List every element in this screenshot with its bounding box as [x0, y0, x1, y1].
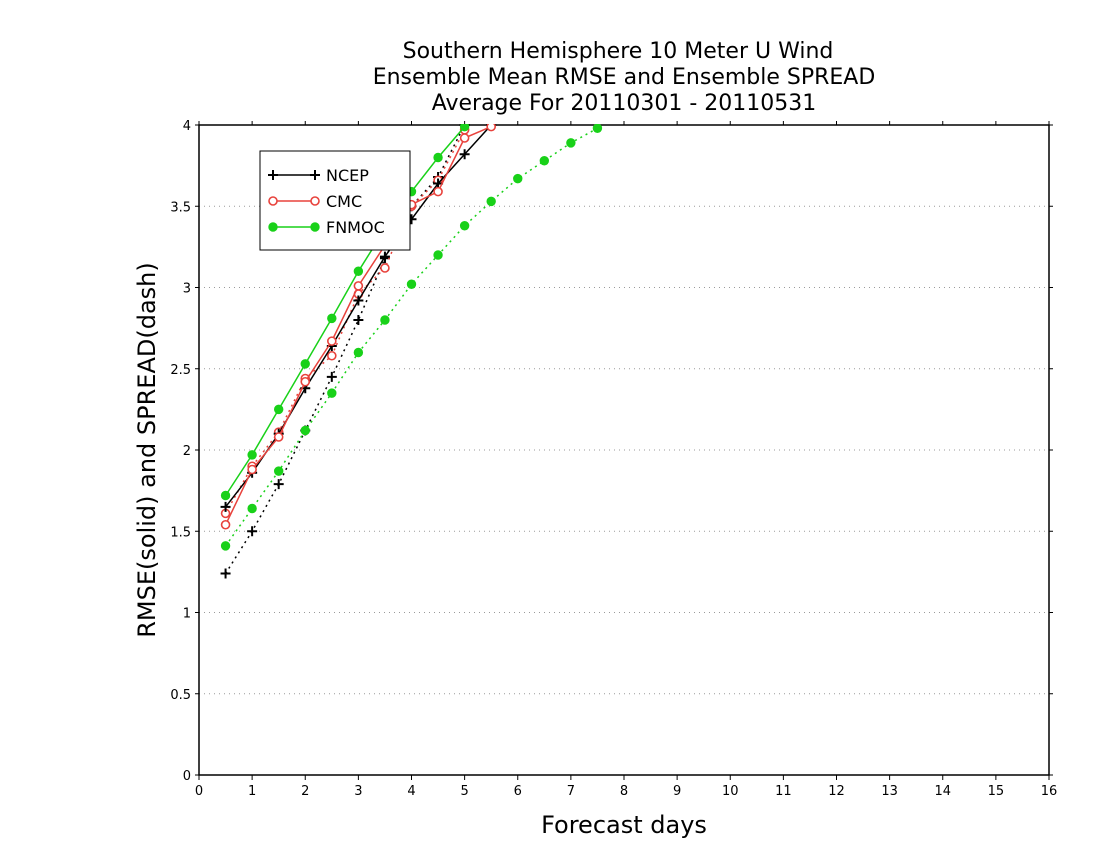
legend: NCEP CMC FNMOC — [259, 150, 411, 251]
data-point-cmc-rmse-0 — [220, 519, 231, 530]
y-tick-label-1: 0.5 — [170, 688, 191, 703]
legend-marker-right-cmc — [310, 196, 320, 206]
legend-label-fnmoc: FNMOC — [326, 218, 385, 237]
data-point-fnmoc-spread-8 — [433, 250, 443, 260]
x-tick-label-9: 9 — [673, 784, 681, 799]
data-point-cmc-spread-6 — [380, 263, 390, 273]
data-point-ncep-spread-5 — [353, 315, 364, 325]
series-layer — [220, 124, 603, 579]
series-line-fnmoc-spread — [224, 127, 598, 547]
y-tick-label-3: 1.5 — [170, 525, 191, 540]
x-tick-label-10: 10 — [722, 784, 739, 799]
data-point-fnmoc-spread-4 — [327, 388, 337, 398]
y-tick-label-0: 0 — [183, 769, 191, 784]
chart-title-line-2: Ensemble Mean RMSE and Ensemble SPREAD — [373, 65, 876, 90]
chart-title-line-1: Southern Hemisphere 10 Meter U Wind — [403, 39, 834, 64]
data-point-cmc-rmse-4 — [327, 336, 337, 346]
legend-marker-left-fnmoc — [268, 222, 278, 232]
x-tick-label-2: 2 — [301, 784, 309, 799]
x-tick-label-4: 4 — [407, 784, 415, 799]
y-tick-label-2: 1 — [183, 607, 191, 622]
tick-labels: 00.511.522.533.540 1 2 3 4 5 6 7 8 9 10 11 12 13 14 15 1… — [170, 119, 1057, 799]
data-point-fnmoc-spread-5 — [353, 347, 364, 358]
data-point-fnmoc-spread-12 — [539, 156, 550, 166]
data-point-cmc-rmse-8 — [433, 186, 443, 197]
data-point-fnmoc-spread-11 — [513, 173, 523, 184]
y-tick-label-6: 3 — [183, 282, 191, 297]
series-cmc-rmse — [220, 124, 496, 530]
legend-entry-cmc: CMC — [268, 192, 362, 211]
legend-label-cmc: CMC — [326, 192, 362, 211]
x-tick-label-5: 5 — [460, 784, 468, 799]
x-tick-label-12: 12 — [828, 784, 845, 799]
data-point-fnmoc-spread-9 — [459, 221, 470, 231]
data-point-ncep-spread-1 — [247, 526, 258, 537]
x-tick-label-7: 7 — [567, 784, 575, 799]
legend-entry-ncep: NCEP — [268, 166, 369, 185]
data-point-cmc-rmse-1 — [247, 464, 257, 475]
y-tick-label-4: 2 — [183, 444, 191, 459]
data-point-fnmoc-rmse-4 — [327, 313, 337, 324]
legend-marker-right-ncep — [310, 170, 320, 180]
data-point-ncep-rmse-0 — [220, 501, 231, 512]
data-point-cmc-spread-4 — [327, 350, 337, 361]
data-point-ncep-rmse-6 — [379, 251, 390, 262]
data-point-fnmoc-spread-3 — [300, 425, 310, 436]
axes — [195, 121, 1053, 780]
data-point-fnmoc-rmse-5 — [353, 266, 364, 276]
x-tick-label-16: 16 — [1041, 784, 1058, 799]
data-point-ncep-spread-0 — [220, 568, 231, 579]
legend-marker-left-cmc — [268, 196, 278, 206]
data-point-ncep-spread-2 — [273, 479, 284, 490]
x-tick-label-3: 3 — [354, 784, 362, 799]
data-point-ncep-spread-4 — [326, 371, 337, 382]
y-tick-label-7: 3.5 — [170, 200, 191, 215]
x-tick-label-1: 1 — [248, 784, 256, 799]
x-tick-label-13: 13 — [881, 784, 898, 799]
x-tick-label-0: 0 — [195, 784, 203, 799]
series-fnmoc-spread — [220, 124, 603, 551]
chart-title-line-3: Average For 20110301 - 20110531 — [432, 91, 817, 116]
data-point-fnmoc-spread-7 — [406, 279, 417, 289]
data-point-cmc-rmse-10 — [486, 124, 496, 132]
legend-marker-left-ncep — [268, 170, 278, 180]
data-point-cmc-rmse-3 — [300, 376, 311, 387]
data-point-fnmoc-spread-0 — [220, 541, 231, 551]
series-line-fnmoc-rmse — [224, 126, 466, 496]
data-point-fnmoc-spread-1 — [247, 503, 257, 514]
data-point-fnmoc-spread-13 — [566, 138, 576, 148]
x-tick-label-6: 6 — [514, 784, 522, 799]
x-tick-label-11: 11 — [775, 784, 792, 799]
data-point-fnmoc-rmse-2 — [273, 404, 284, 415]
legend-entry-fnmoc: FNMOC — [268, 218, 385, 237]
y-tick-label-8: 4 — [183, 119, 191, 134]
data-point-ncep-rmse-9 — [459, 149, 470, 160]
data-point-cmc-rmse-2 — [273, 432, 284, 442]
chart-title: Southern Hemisphere 10 Meter U Wind Ense… — [373, 39, 876, 116]
legend-label-ncep: NCEP — [326, 166, 369, 185]
grid-lines — [199, 205, 1049, 695]
data-point-cmc-rmse-9 — [459, 133, 470, 143]
x-axis-label: Forecast days — [541, 811, 707, 839]
data-point-fnmoc-rmse-1 — [247, 450, 257, 460]
data-point-cmc-rmse-5 — [353, 281, 364, 291]
data-point-fnmoc-rmse-0 — [220, 490, 231, 501]
series-fnmoc-rmse — [220, 124, 470, 501]
data-point-fnmoc-spread-10 — [486, 196, 496, 207]
data-point-fnmoc-rmse-8 — [433, 152, 443, 163]
data-point-fnmoc-spread-2 — [273, 466, 284, 476]
data-point-fnmoc-rmse-3 — [300, 359, 310, 369]
x-tick-label-14: 14 — [934, 784, 951, 799]
x-tick-label-8: 8 — [620, 784, 628, 799]
x-tick-label-15: 15 — [988, 784, 1005, 799]
y-axis-label: RMSE(solid) and SPREAD(dash) — [133, 262, 161, 638]
data-point-fnmoc-rmse-9 — [459, 124, 470, 132]
legend-marker-right-fnmoc — [310, 222, 320, 232]
data-point-fnmoc-spread-14 — [592, 124, 603, 133]
data-point-ncep-rmse-5 — [353, 295, 364, 306]
y-tick-label-5: 2.5 — [170, 363, 191, 378]
data-point-fnmoc-spread-6 — [380, 315, 390, 325]
